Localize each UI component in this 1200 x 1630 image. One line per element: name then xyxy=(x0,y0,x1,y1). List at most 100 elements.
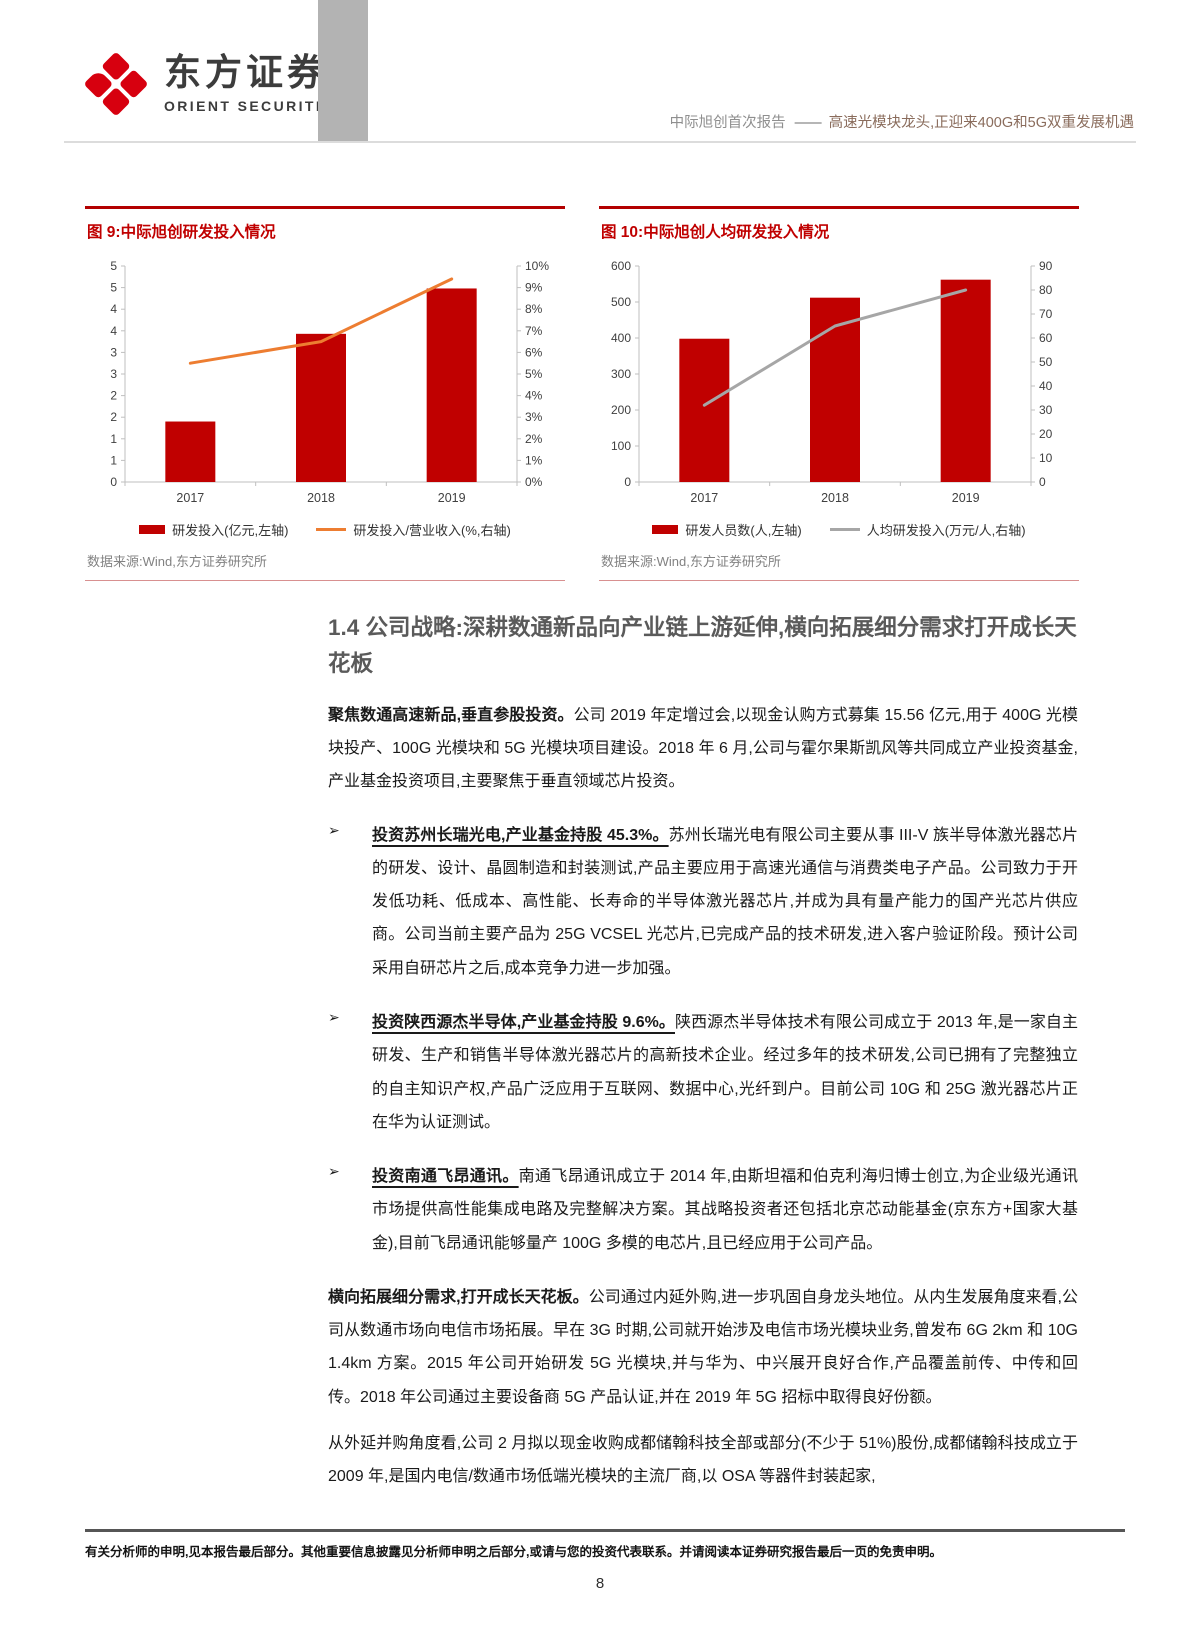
svg-text:0: 0 xyxy=(110,475,117,489)
svg-text:600: 600 xyxy=(611,259,631,273)
svg-text:2017: 2017 xyxy=(690,491,718,505)
svg-text:50: 50 xyxy=(1039,355,1053,369)
svg-text:5: 5 xyxy=(110,281,117,295)
svg-text:80: 80 xyxy=(1039,283,1053,297)
bullet-1-lead: 投资苏州长瑞光电,产业基金持股 45.3%。 xyxy=(372,826,669,844)
svg-text:60: 60 xyxy=(1039,331,1053,345)
paragraph-2: 横向拓展细分需求,打开成长天花板。公司通过内延外购,进一步巩固自身龙头地位。从内… xyxy=(328,1281,1078,1414)
svg-text:2019: 2019 xyxy=(438,491,466,505)
svg-text:0: 0 xyxy=(624,475,631,489)
svg-text:2: 2 xyxy=(110,389,117,403)
header-divider xyxy=(64,141,1136,143)
svg-text:200: 200 xyxy=(611,403,631,417)
svg-text:3%: 3% xyxy=(525,410,543,424)
svg-text:30: 30 xyxy=(1039,403,1053,417)
paragraph-1-lead: 聚焦数通高速新品,垂直参股投资。 xyxy=(328,706,574,724)
svg-text:1: 1 xyxy=(110,432,117,446)
brand-logo-text: 东方证券 ORIENT SECURITIES xyxy=(164,54,346,114)
legend-item: 研发人员数(人,左轴) xyxy=(652,520,802,539)
figure-9-legend: 研发投入(亿元,左轴) 研发投入/营业收入(%,右轴) xyxy=(85,520,565,539)
header-gray-bar xyxy=(318,0,368,142)
svg-text:3: 3 xyxy=(110,345,117,359)
paragraph-2-lead: 横向拓展细分需求,打开成长天花板。 xyxy=(328,1288,589,1306)
svg-text:1%: 1% xyxy=(525,453,543,467)
list-item: ➢ 投资苏州长瑞光电,产业基金持股 45.3%。苏州长瑞光电有限公司主要从事 I… xyxy=(328,819,1078,985)
svg-text:90: 90 xyxy=(1039,259,1053,273)
figure-10-block: 图 10:中际旭创人均研发投入情况 600 500 400 300 200 100 0 90 8… xyxy=(599,206,1079,581)
figure-9-source: 数据来源:Wind,东方证券研究所 xyxy=(87,554,267,569)
svg-text:20: 20 xyxy=(1039,427,1053,441)
report-title: 高速光模块龙头,正迎来400G和5G双重发展机遇 xyxy=(828,115,1134,131)
svg-text:10: 10 xyxy=(1039,451,1053,465)
brand-name-en: ORIENT SECURITIES xyxy=(164,98,346,114)
bullet-1-text: 投资苏州长瑞光电,产业基金持股 45.3%。苏州长瑞光电有限公司主要从事 III… xyxy=(372,819,1078,985)
svg-text:500: 500 xyxy=(611,295,631,309)
paragraph-1-body: 公司 2019 年定增过会,以现金认购方式募集 15.56 亿元,用于 400G… xyxy=(328,706,1078,791)
bullet-2-body: 陕西源杰半导体技术有限公司成立于 2013 年,是一家自主研发、生产和销售半导体… xyxy=(372,1014,1078,1131)
bullet-3-text: 投资南通飞昂通讯。南通飞昂通讯成立于 2014 年,由斯坦福和伯克利海归博士创立… xyxy=(372,1160,1078,1260)
svg-text:300: 300 xyxy=(611,367,631,381)
legend-line-swatch xyxy=(316,528,347,531)
figure-10-chart: 6005004003002001000908070605040302010020… xyxy=(611,259,1053,505)
svg-text:4: 4 xyxy=(110,302,117,316)
svg-text:5%: 5% xyxy=(525,367,543,381)
svg-text:40: 40 xyxy=(1039,379,1053,393)
brand-name-cn: 东方证券 xyxy=(164,52,328,93)
svg-text:9%: 9% xyxy=(525,281,543,295)
svg-text:1: 1 xyxy=(110,453,117,467)
legend-label: 研发人员数(人,左轴) xyxy=(685,523,802,538)
list-item: ➢ 投资陕西源杰半导体,产业基金持股 9.6%。陕西源杰半导体技术有限公司成立于… xyxy=(328,1006,1078,1139)
report-label: 中际旭创首次报告 xyxy=(669,115,786,131)
brand-logo: 东方证券 ORIENT SECURITIES xyxy=(83,51,346,117)
legend-bar-swatch xyxy=(139,525,166,534)
svg-text:2019: 2019 xyxy=(952,491,980,505)
svg-text:7%: 7% xyxy=(525,324,543,338)
bullet-3-lead: 投资南通飞昂通讯。 xyxy=(372,1168,519,1186)
svg-text:2018: 2018 xyxy=(307,491,335,505)
figure-9-block: 图 9:中际旭创研发投入情况 5 5 4 4 3 3 2 2 1 1 0 10% 9% 8% 7% 6% 5% 4… xyxy=(85,206,565,581)
svg-text:0%: 0% xyxy=(525,475,543,489)
bullet-arrow-icon: ➢ xyxy=(328,821,340,838)
legend-label: 研发投入(亿元,左轴) xyxy=(172,523,289,538)
figure-9-title: 图 9:中际旭创研发投入情况 xyxy=(87,224,276,241)
svg-text:3: 3 xyxy=(110,367,117,381)
list-item: ➢ 投资南通飞昂通讯。南通飞昂通讯成立于 2014 年,由斯坦福和伯克利海归博士… xyxy=(328,1160,1078,1260)
paragraph-3: 从外延并购角度看,公司 2 月拟以现金收购成都储翰科技全部或部分(不少于 51%… xyxy=(328,1434,1078,1486)
page-number: 8 xyxy=(595,1575,605,1592)
bullet-2-text: 投资陕西源杰半导体,产业基金持股 9.6%。陕西源杰半导体技术有限公司成立于 2… xyxy=(372,1006,1078,1139)
svg-text:400: 400 xyxy=(611,331,631,345)
report-header-line: 中际旭创首次报告 —— 高速光模块龙头,正迎来400G和5G双重发展机遇 xyxy=(670,111,1134,132)
section-heading: 1.4 公司战略:深耕数通新品向产业链上游延伸,横向拓展细分需求打开成长天花板 xyxy=(328,615,1077,677)
svg-text:100: 100 xyxy=(611,439,631,453)
svg-text:4: 4 xyxy=(110,324,117,338)
legend-line-swatch xyxy=(829,528,860,531)
figure-9-chart: 5 5 4 4 3 3 2 2 1 1 0 10% 9% 8% 7% 6% 5% 4% 3% 2% 1% 0% 2017 20… xyxy=(110,259,549,505)
svg-text:8%: 8% xyxy=(525,302,543,316)
bullet-list: ➢ 投资苏州长瑞光电,产业基金持股 45.3%。苏州长瑞光电有限公司主要从事 I… xyxy=(328,819,1078,1260)
bullet-arrow-icon: ➢ xyxy=(328,1009,340,1025)
figure-10-legend: 研发人员数(人,左轴) 人均研发投入(万元/人,右轴) xyxy=(599,520,1079,539)
svg-text:70: 70 xyxy=(1039,307,1053,321)
svg-text:4%: 4% xyxy=(525,389,543,403)
legend-label: 研发投入/营业收入(%,右轴) xyxy=(353,523,511,538)
bullet-arrow-icon: ➢ xyxy=(328,1163,340,1180)
paragraph-1: 聚焦数通高速新品,垂直参股投资。公司 2019 年定增过会,以现金认购方式募集 … xyxy=(328,699,1078,799)
footer-disclaimer: 有关分析师的申明,见本报告最后部分。其他重要信息披露见分析师申明之后部分,或请与… xyxy=(85,1545,942,1559)
figure-10-title: 图 10:中际旭创人均研发投入情况 xyxy=(601,224,830,241)
svg-text:2017: 2017 xyxy=(176,491,204,505)
legend-item: 人均研发投入(万元/人,右轴) xyxy=(829,520,1026,539)
svg-text:5: 5 xyxy=(110,259,117,273)
svg-text:10%: 10% xyxy=(525,259,549,273)
legend-bar-swatch xyxy=(652,525,679,534)
svg-text:2018: 2018 xyxy=(821,491,849,505)
header-dash: —— xyxy=(794,115,822,131)
orient-securities-diamond-icon xyxy=(83,51,149,117)
footer-divider xyxy=(85,1529,1125,1532)
legend-item: 研发投入/营业收入(%,右轴) xyxy=(316,520,511,539)
legend-label: 人均研发投入(万元/人,右轴) xyxy=(866,523,1026,538)
svg-text:6%: 6% xyxy=(525,345,543,359)
bullet-3-body: 南通飞昂通讯成立于 2014 年,由斯坦福和伯克利海归博士创立,为企业级光通讯市… xyxy=(372,1168,1078,1252)
legend-item: 研发投入(亿元,左轴) xyxy=(139,520,288,539)
bullet-2-lead: 投资陕西源杰半导体,产业基金持股 9.6%。 xyxy=(372,1014,675,1031)
figure-10-source: 数据来源:Wind,东方证券研究所 xyxy=(601,554,781,569)
